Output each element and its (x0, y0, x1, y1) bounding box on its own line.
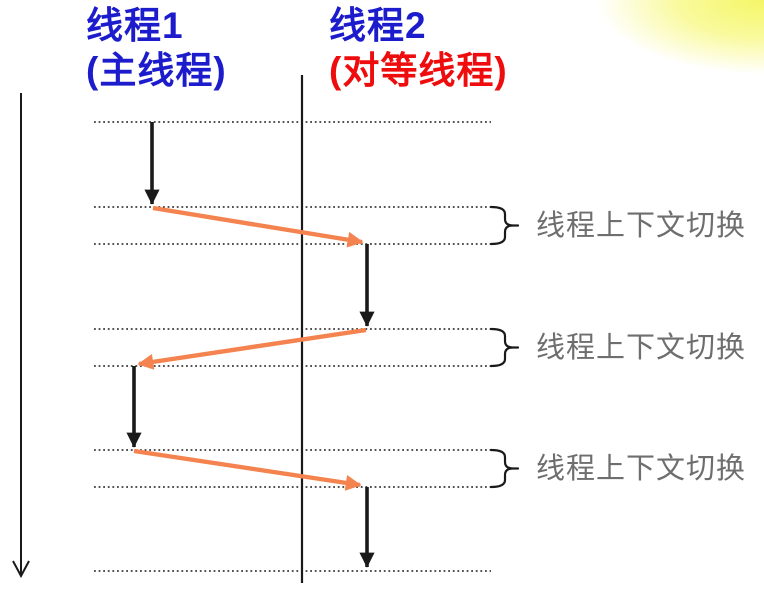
context-switch-label-3: 线程上下文切换 (536, 453, 747, 485)
context-switch-arrow-1 (152, 205, 364, 248)
context-switch-arrow-3 (133, 448, 362, 491)
context-switch-arrow-2 (137, 327, 367, 370)
thread2-header: 线程2 (对等线程) (329, 3, 508, 93)
timeline-dotted-lines (94, 121, 491, 572)
context-switch-label-1: 线程上下文切换 (536, 210, 747, 242)
switch-brace-2 (489, 327, 520, 368)
time-axis-arrow (12, 93, 30, 579)
switch-brace-1 (489, 205, 520, 246)
switch-brace-3 (489, 448, 520, 489)
thread2-title: 线程2 (329, 5, 427, 46)
thread1-header: 线程1 (主线程) (86, 3, 227, 93)
thread1-title: 线程1 (86, 5, 184, 46)
context-switch-label-2: 线程上下文切换 (536, 332, 747, 364)
thread1-subtitle: (主线程) (86, 50, 227, 91)
thread2-subtitle: (对等线程) (329, 50, 508, 91)
